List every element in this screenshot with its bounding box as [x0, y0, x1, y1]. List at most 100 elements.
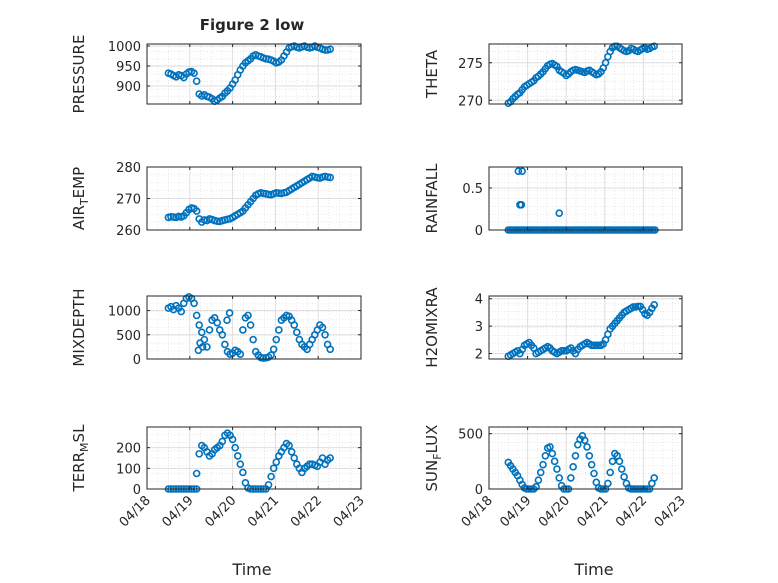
data-point: [514, 167, 523, 175]
y-tick-label: 1000: [108, 305, 141, 320]
data-point: [587, 460, 596, 469]
panel-sun-flux: 0 500 04/18 04/19 04/20 04/21 04/22 04/23 SUNFLU…: [423, 425, 689, 531]
data-point: [225, 309, 234, 317]
y-tick-label: 280: [116, 161, 141, 176]
data-point: [195, 321, 204, 329]
data-point: [239, 468, 247, 477]
panel-h2omixra: 2 3 4 H2OMIXRA: [423, 287, 683, 368]
data-point: [233, 452, 242, 460]
data-point: [249, 335, 257, 344]
data-point: [267, 351, 275, 359]
data-point: [518, 167, 526, 175]
data-point: [590, 469, 598, 478]
data-point: [580, 436, 589, 445]
data-point: [269, 464, 278, 473]
y-tick-label: 950: [116, 60, 141, 75]
panel-terr-msl: 0 100 200 04/18 04/19 04/20 04/21 04/22 04/23 TER…: [70, 424, 368, 530]
y-tick-label: 0: [133, 353, 141, 368]
y-tick-label: 3: [475, 320, 483, 335]
data-point: [275, 326, 283, 334]
y-axis-label: TERRMSL: [70, 424, 91, 493]
data-point: [267, 472, 275, 481]
data-point: [177, 307, 186, 316]
data-point: [269, 345, 278, 354]
data-point: [571, 451, 580, 460]
panel-air-temp: 260 270 280 AIRTEMP: [70, 161, 362, 239]
figure-title: Figure 2 low: [200, 16, 305, 34]
y-tick-label: 0: [475, 224, 483, 239]
data-point: [546, 443, 554, 451]
data-point: [223, 316, 231, 325]
data-point: [650, 42, 659, 51]
y-tick-label: 270: [458, 94, 483, 109]
data-point: [583, 443, 591, 451]
data-point: [236, 460, 245, 469]
data-point: [246, 321, 255, 329]
data-point: [203, 343, 211, 351]
data-point: [192, 207, 201, 215]
x-tick-label: 04/22: [288, 493, 325, 530]
data-point: [287, 447, 296, 456]
data-point: [555, 209, 564, 217]
data-point: [541, 451, 550, 460]
x-tick-label: 04/21: [575, 493, 612, 530]
data-point: [192, 77, 201, 85]
data-point: [650, 474, 659, 482]
y-tick-label: 0: [133, 483, 141, 498]
axes-box: [488, 166, 683, 231]
x-tick-label: 04/23: [331, 493, 368, 530]
data-point: [264, 481, 273, 489]
x-tick-label: 04/18: [117, 493, 154, 530]
y-tick-label: 2: [475, 348, 483, 363]
data-point: [221, 340, 229, 349]
data-point: [239, 326, 247, 334]
x-tick-label: 04/20: [536, 493, 573, 530]
y-axis-label: SUNFLUX: [423, 425, 444, 492]
data-point: [318, 323, 327, 332]
axes-box: [488, 43, 683, 105]
data-point: [536, 468, 545, 477]
data-point: [218, 330, 227, 339]
y-axis-label: AIRTEMP: [70, 167, 91, 230]
y-axis-label: MIXDEPTH: [70, 288, 88, 366]
y-axis-label: H2OMIXRA: [423, 287, 441, 368]
data-point: [236, 350, 245, 358]
data-point: [195, 450, 204, 458]
data-point: [272, 458, 281, 466]
data-point: [198, 343, 207, 351]
data-point: [228, 435, 237, 444]
data-point: [608, 457, 617, 466]
x-tick-label: 04/18: [459, 493, 496, 530]
y-tick-label: 200: [116, 442, 141, 457]
x-axis-label-left: Time: [231, 560, 271, 579]
data-point: [285, 441, 293, 450]
y-tick-label: 275: [458, 57, 483, 72]
data-point: [290, 321, 299, 329]
data-point: [213, 318, 221, 327]
y-tick-label: 1000: [108, 40, 141, 55]
axes-box: [146, 295, 362, 360]
x-axis-label-right: Time: [573, 560, 613, 579]
data-point: [569, 463, 577, 471]
data-point: [604, 479, 612, 488]
panel-theta: 270 275 THETA: [423, 42, 683, 109]
data-point: [615, 457, 624, 466]
y-tick-label: 500: [458, 428, 483, 443]
data-point: [517, 201, 526, 209]
panel-rainfall: 0 0.5 RAINFALL: [423, 163, 683, 239]
data-point: [555, 474, 564, 482]
data-point: [326, 173, 334, 182]
data-point: [192, 469, 201, 478]
y-axis-label: THETA: [423, 49, 441, 99]
data-point: [244, 311, 252, 320]
data-point: [585, 451, 594, 460]
data-point: [290, 454, 299, 462]
data-point: [326, 345, 334, 354]
axes-box: [146, 426, 362, 490]
data-point: [326, 45, 334, 54]
x-tick-label: 04/19: [497, 493, 534, 530]
data-point: [326, 454, 334, 462]
data-point: [292, 328, 301, 337]
axes-box: [488, 426, 683, 490]
